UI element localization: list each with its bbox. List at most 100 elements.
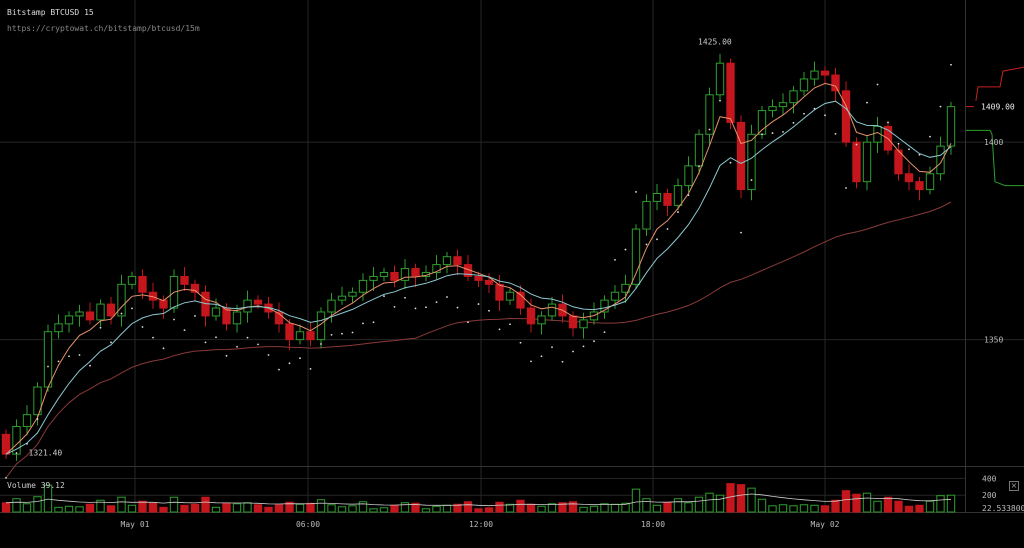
volume-bar [127,504,137,513]
volume-bar [295,503,305,513]
volume-bar [327,504,336,513]
candle-body [274,311,284,325]
sar-dot [236,345,238,348]
candle-body [337,295,347,301]
x-tick-label: 18:00 [641,520,665,529]
candle-body [106,303,116,317]
sar-dot [540,355,543,358]
close-volume-panel-button[interactable]: × [1009,481,1019,491]
candle-body [516,291,525,309]
ma-long-line [5,201,952,479]
volume-bar [390,504,399,513]
volume-bar [936,495,945,513]
candle-body [526,307,536,325]
vol-tick-label: 200 [982,491,997,500]
sar-dot [162,347,165,350]
sar-dot [740,231,742,234]
volume-bar [589,505,599,513]
candle-body [852,141,861,183]
volume-bar [547,503,557,513]
sar-dot [729,161,732,164]
sar-dot [246,336,249,339]
volume-bar [306,502,315,513]
sar-dot [698,165,700,168]
volume-bar [558,502,567,513]
sar-dot [435,301,438,304]
volume-value: 39.12 [40,481,65,490]
volume-bar [684,502,693,513]
sar-dot [404,296,406,299]
sar-dot [194,315,196,317]
volume-bar [159,506,168,513]
volume-bar [799,504,809,513]
candle-body [190,283,200,293]
volume-bar [904,505,914,513]
sar-dot [141,326,144,328]
sar-dot [635,191,637,193]
volume-bar [946,494,956,513]
candle-body [127,275,137,285]
volume-bar [169,496,179,513]
sar-dot [278,368,280,371]
sar-dot [561,360,564,363]
candle-body [789,90,798,104]
volume-ma-line [5,493,952,507]
sar-dot [939,105,942,108]
volume-label: Volume 39.12 [7,481,65,490]
sar-dot [855,143,858,146]
candle-body [159,299,168,309]
candle-body [75,311,84,317]
volume-bar [358,501,368,513]
depth-bid-line [966,129,1024,187]
sar-dot [498,328,501,331]
sar-dot [446,296,448,298]
depth-lines [966,66,1024,187]
ema-slow-line [5,100,952,455]
candle-body [379,271,389,277]
sar-dot [582,345,585,348]
candle-body [904,173,914,183]
candle-body [453,256,462,266]
ma-long-path [5,201,952,479]
candle-body [285,323,294,341]
volume-bar [400,502,410,513]
candle-body [243,299,252,313]
chart-url: https://cryptowat.ch/bitstamp/btcusd/15m [7,24,200,33]
candle-body [180,275,189,285]
volume-bar [232,503,242,513]
candle-body [768,106,777,112]
sar-dot [120,312,123,315]
y-tick-label: 1350 [984,336,1003,345]
volume-bar [22,503,32,513]
sar-dot [57,360,60,363]
candle-body [22,414,32,428]
volume-bar [85,503,95,513]
volume-bar [705,492,714,513]
sar-dot [834,132,837,135]
candle-body [568,315,578,329]
candle-body [694,133,704,167]
candle-body [642,200,651,230]
candle-body [747,133,756,191]
sar-dot [645,243,648,246]
parabolic-sar-dots [5,63,952,479]
volume-bar [820,505,830,513]
sar-dot [309,367,312,370]
sar-dot [624,248,627,251]
sar-dot [330,333,333,336]
candle-body [946,106,956,147]
volume-bar [873,500,882,513]
volume-bar [243,502,252,513]
candle-body [705,94,714,135]
sar-dot [414,307,417,310]
candle-body [484,279,494,285]
candle-body [442,256,452,266]
volume-bar [652,504,662,513]
candle-body [495,283,504,301]
sar-dot [918,153,921,156]
ema-fast-line [5,82,952,455]
candle-body [862,141,872,183]
sar-dot [362,322,364,325]
sar-dot [824,114,826,117]
